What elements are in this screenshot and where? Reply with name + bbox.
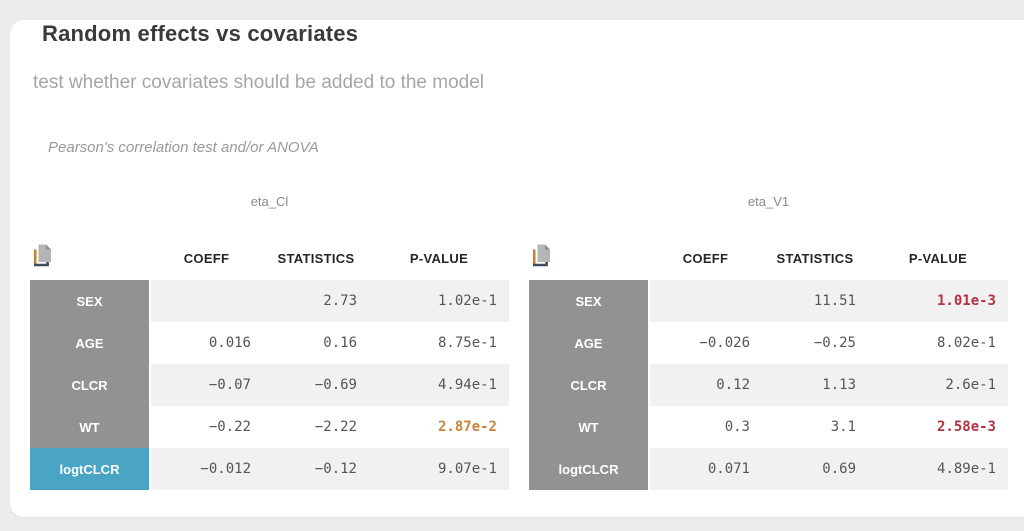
cell-coeff — [649, 280, 762, 322]
cell-statistics: −0.69 — [263, 364, 369, 406]
row-label-SEX: SEX — [529, 280, 650, 322]
cell-pvalue: 2.87e-2 — [369, 406, 509, 448]
row-label-WT: WT — [529, 406, 650, 448]
row-label-CLCR: CLCR — [529, 364, 650, 406]
cell-statistics: 1.13 — [762, 364, 868, 406]
cell-pvalue: 2.58e-3 — [868, 406, 1008, 448]
copy-cell — [30, 236, 150, 280]
table-header-row: COEFF STATISTICS P-VALUE — [529, 236, 1008, 280]
copy-icon — [532, 244, 550, 267]
cell-pvalue: 4.89e-1 — [868, 448, 1008, 490]
row-label-logtCLCR: logtCLCR — [529, 448, 650, 490]
cell-statistics: −0.25 — [762, 322, 868, 364]
cell-coeff: 0.12 — [649, 364, 762, 406]
cell-pvalue: 9.07e-1 — [369, 448, 509, 490]
table-header-row: COEFF STATISTICS P-VALUE — [30, 236, 509, 280]
table-row-logtCLCR: logtCLCR 0.071 0.69 4.89e-1 — [529, 448, 1008, 490]
page-subtitle: test whether covariates should be added … — [33, 72, 485, 93]
row-label-AGE: AGE — [30, 322, 151, 364]
table-row-CLCR: CLCR −0.07 −0.69 4.94e-1 — [30, 364, 509, 406]
copy-icon — [33, 244, 51, 267]
table-row-SEX: SEX 2.73 1.02e-1 — [30, 280, 509, 322]
cell-coeff: −0.026 — [649, 322, 762, 364]
row-label-AGE: AGE — [529, 322, 650, 364]
table-body: SEX 2.73 1.02e-1 AGE 0.016 0.16 8.75e-1 CLCR −0.… — [30, 280, 509, 490]
cell-statistics: 11.51 — [762, 280, 868, 322]
page-title: Random effects vs covariates — [42, 20, 359, 46]
copy-table-button[interactable] — [32, 243, 53, 268]
cell-coeff: −0.22 — [150, 406, 263, 448]
cell-pvalue: 2.6e-1 — [868, 364, 1008, 406]
results-table: COEFF STATISTICS P-VALUE SEX 2.73 1.02e-1 A… — [30, 236, 509, 490]
column-header-statistics: STATISTICS — [776, 250, 854, 266]
cell-coeff: −0.07 — [150, 364, 263, 406]
cell-coeff: 0.071 — [649, 448, 762, 490]
column-header-statistics: STATISTICS — [277, 250, 355, 266]
copy-cell — [529, 236, 649, 280]
covariate-table-eta_V1: eta_V1 — [529, 192, 1008, 490]
table-row-WT: WT 0.3 3.1 2.58e-3 — [529, 406, 1008, 448]
cell-pvalue: 1.01e-3 — [868, 280, 1008, 322]
tables-container: eta_Cl — [30, 192, 1008, 490]
cell-pvalue: 8.02e-1 — [868, 322, 1008, 364]
covariate-table-eta_Cl: eta_Cl — [30, 192, 509, 490]
column-header-coeff: COEFF — [183, 250, 230, 266]
cell-coeff: 0.3 — [649, 406, 762, 448]
results-table: COEFF STATISTICS P-VALUE SEX 11.51 1.01e-3… — [529, 236, 1008, 490]
column-header-pvalue: P-VALUE — [908, 250, 968, 266]
table-row-SEX: SEX 11.51 1.01e-3 — [529, 280, 1008, 322]
cell-statistics: 0.16 — [263, 322, 369, 364]
cell-pvalue: 8.75e-1 — [369, 322, 509, 364]
column-header-pvalue: P-VALUE — [409, 250, 469, 266]
cell-coeff: 0.016 — [150, 322, 263, 364]
row-label-CLCR: CLCR — [30, 364, 151, 406]
table-row-WT: WT −0.22 −2.22 2.87e-2 — [30, 406, 509, 448]
table-body: SEX 11.51 1.01e-3 AGE −0.026 −0.25 8.02e-1 CLCR… — [529, 280, 1008, 490]
cell-pvalue: 1.02e-1 — [369, 280, 509, 322]
cell-statistics: 2.73 — [263, 280, 369, 322]
column-header-coeff: COEFF — [682, 250, 729, 266]
copy-table-button[interactable] — [531, 243, 552, 268]
cell-statistics: 3.1 — [762, 406, 868, 448]
row-label-WT: WT — [30, 406, 151, 448]
table-row-AGE: AGE 0.016 0.16 8.75e-1 — [30, 322, 509, 364]
cell-statistics: −0.12 — [263, 448, 369, 490]
cell-statistics: −2.22 — [263, 406, 369, 448]
table-caption: eta_Cl — [250, 194, 289, 209]
table-row-AGE: AGE −0.026 −0.25 8.02e-1 — [529, 322, 1008, 364]
row-label-SEX: SEX — [30, 280, 151, 322]
table-row-logtCLCR: logtCLCR −0.012 −0.12 9.07e-1 — [30, 448, 509, 490]
cell-coeff: −0.012 — [150, 448, 263, 490]
cell-pvalue: 4.94e-1 — [369, 364, 509, 406]
method-note: Pearson's correlation test and/or ANOVA — [48, 139, 319, 156]
table-row-CLCR: CLCR 0.12 1.13 2.6e-1 — [529, 364, 1008, 406]
cell-statistics: 0.69 — [762, 448, 868, 490]
cell-coeff — [150, 280, 263, 322]
row-label-logtCLCR: logtCLCR — [30, 448, 151, 490]
table-caption: eta_V1 — [747, 194, 790, 209]
